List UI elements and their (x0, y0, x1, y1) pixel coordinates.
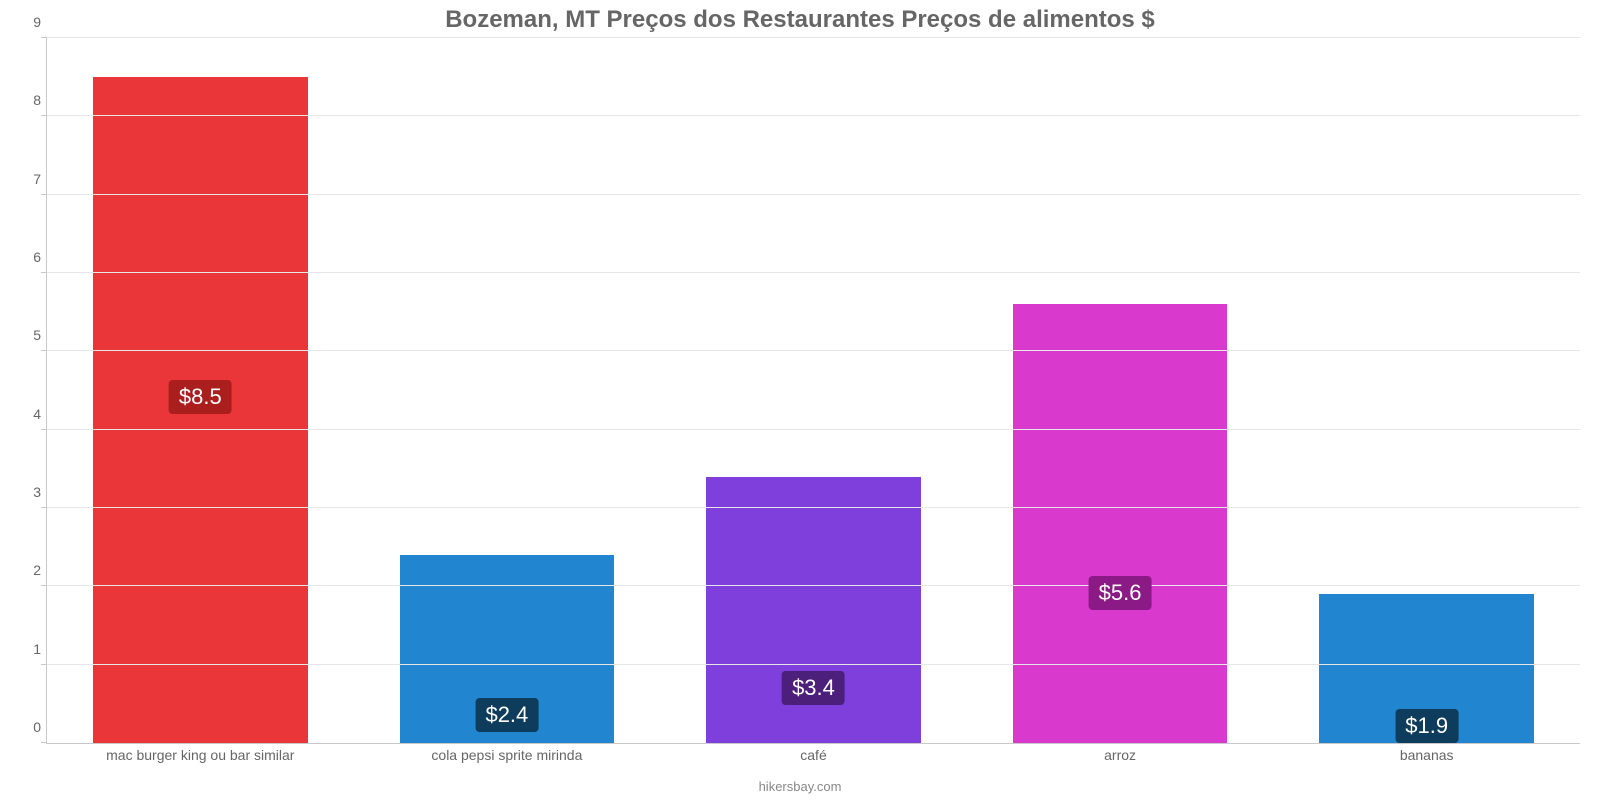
y-tick-mark (41, 507, 47, 508)
y-tick-label: 2 (17, 562, 41, 578)
gridline (47, 272, 1580, 273)
y-tick-label: 6 (17, 249, 41, 265)
bar-value-label: $3.4 (782, 671, 845, 705)
x-axis: mac burger king ou bar similar cola pepsi… (47, 747, 1580, 771)
x-tick-label: bananas (1400, 747, 1454, 763)
gridline (47, 585, 1580, 586)
gridline (47, 194, 1580, 195)
gridline (47, 664, 1580, 665)
y-tick-mark (41, 272, 47, 273)
gridline (47, 115, 1580, 116)
bar-value-label: $5.6 (1089, 576, 1152, 610)
x-tick-label: arroz (1104, 747, 1136, 763)
bar-value-label: $8.5 (169, 380, 232, 414)
source-attribution: hikersbay.com (0, 779, 1600, 794)
y-tick-mark (41, 115, 47, 116)
y-tick-label: 8 (17, 92, 41, 108)
bar: $3.4 (706, 477, 921, 743)
plot-area: $8.5$2.4$3.4$5.6$1.9 mac burger king ou … (46, 38, 1580, 744)
bar-value-label: $2.4 (475, 698, 538, 732)
y-tick-label: 9 (17, 14, 41, 30)
x-tick-label: café (800, 747, 826, 763)
y-tick-mark (41, 194, 47, 195)
y-tick-mark (41, 664, 47, 665)
y-tick-label: 1 (17, 641, 41, 657)
bar: $5.6 (1013, 304, 1228, 743)
y-tick-label: 4 (17, 406, 41, 422)
gridline (47, 37, 1580, 38)
y-tick-mark (41, 350, 47, 351)
y-tick-mark (41, 742, 47, 743)
bar: $1.9 (1319, 594, 1534, 743)
chart-title: Bozeman, MT Preços dos Restaurantes Preç… (0, 6, 1600, 34)
x-tick-label: mac burger king ou bar similar (106, 747, 294, 763)
gridline (47, 429, 1580, 430)
y-tick-label: 5 (17, 327, 41, 343)
gridline (47, 350, 1580, 351)
bar-value-label: $1.9 (1395, 709, 1458, 743)
x-tick-label: cola pepsi sprite mirinda (431, 747, 582, 763)
y-tick-label: 3 (17, 484, 41, 500)
y-tick-mark (41, 585, 47, 586)
bar: $8.5 (93, 77, 308, 743)
y-tick-label: 7 (17, 171, 41, 187)
y-tick-mark (41, 37, 47, 38)
y-tick-label: 0 (17, 719, 41, 735)
y-tick-mark (41, 429, 47, 430)
bar-chart: Bozeman, MT Preços dos Restaurantes Preç… (0, 0, 1600, 800)
bars-container: $8.5 $2.4 $3.4 $5.6 $1.9 (47, 38, 1580, 743)
bar: $2.4 (400, 555, 615, 743)
gridline (47, 507, 1580, 508)
